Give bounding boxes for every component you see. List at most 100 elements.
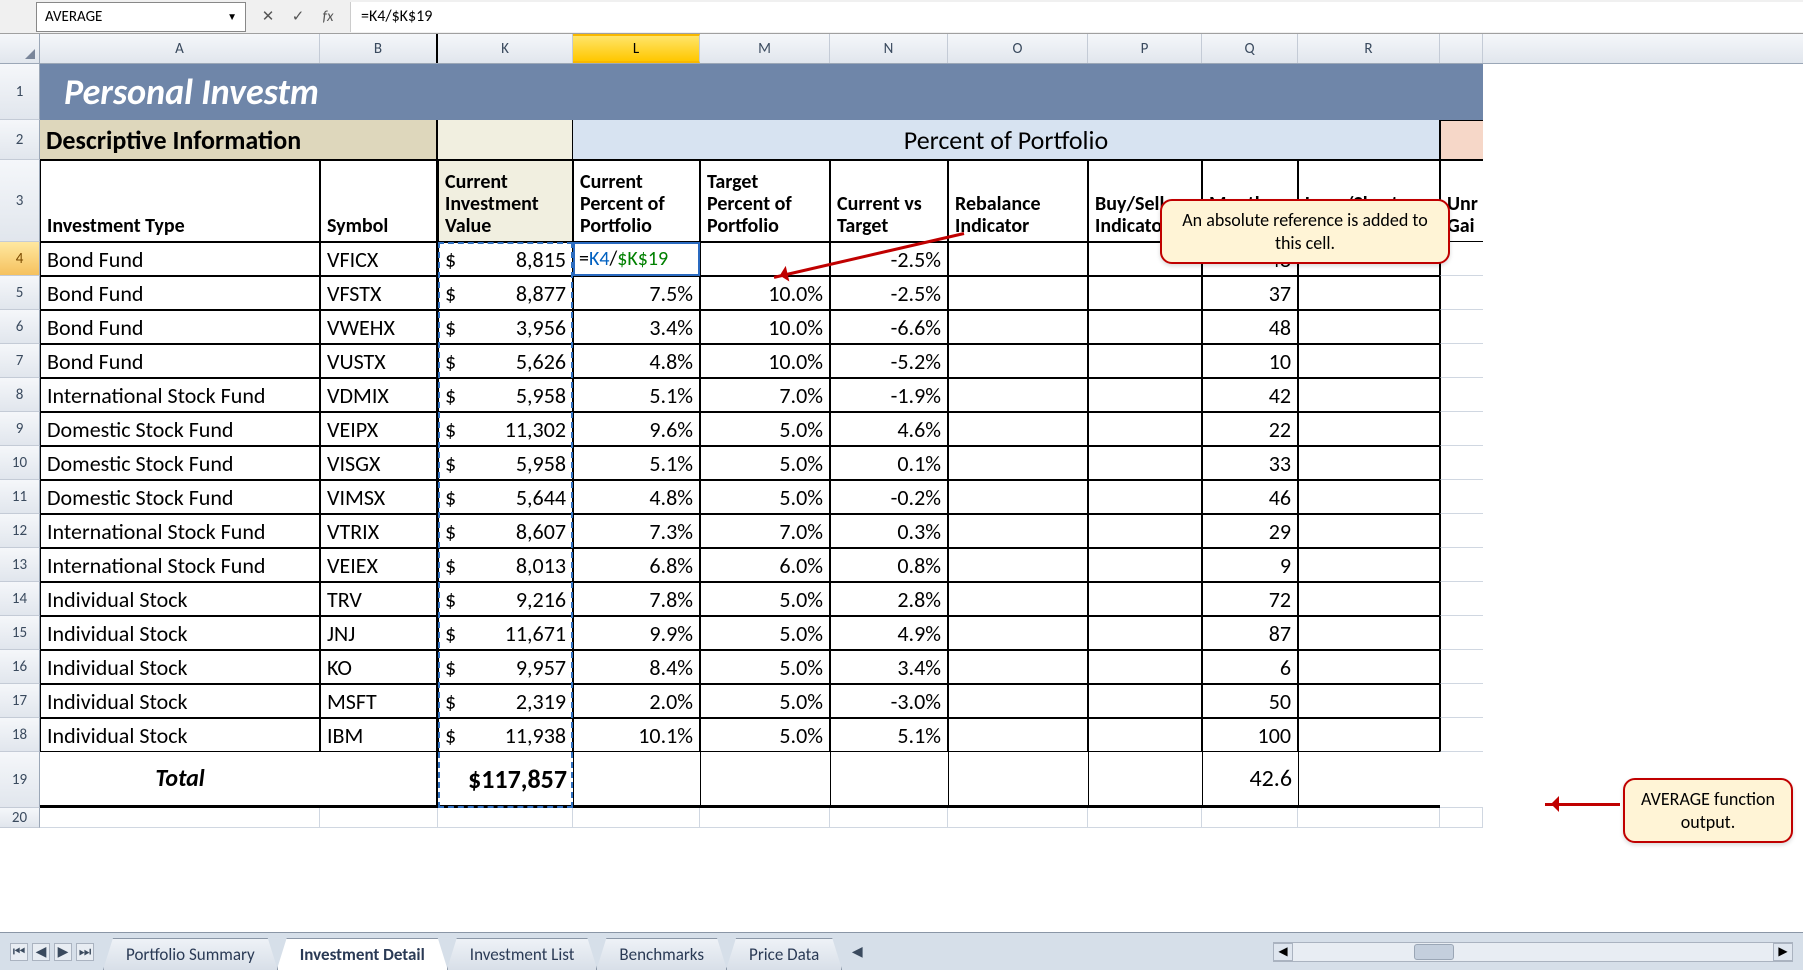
- cell-M15[interactable]: 5.0%: [700, 616, 830, 650]
- cell-N11[interactable]: -0.2%: [830, 480, 948, 514]
- name-box[interactable]: AVERAGE ▼: [36, 2, 246, 32]
- cell-S14[interactable]: [1440, 582, 1483, 616]
- cell-M6[interactable]: 10.0%: [700, 310, 830, 344]
- cell-A13[interactable]: International Stock Fund: [40, 548, 320, 582]
- cell-P17[interactable]: [1088, 684, 1202, 718]
- cell-K16[interactable]: $9,957: [438, 650, 573, 684]
- cell-R17[interactable]: [1298, 684, 1440, 718]
- cell-Q20[interactable]: [1202, 808, 1298, 828]
- row-header-12[interactable]: 12: [0, 514, 40, 548]
- sheet-tab[interactable]: Benchmarks: [596, 938, 727, 970]
- row-header-20[interactable]: 20: [0, 808, 40, 828]
- cell-S5[interactable]: [1440, 276, 1483, 310]
- cell-P1[interactable]: [1088, 64, 1202, 120]
- cell-P8[interactable]: [1088, 378, 1202, 412]
- cell-A12[interactable]: International Stock Fund: [40, 514, 320, 548]
- formula-input[interactable]: =K4/$K$19: [350, 2, 1803, 32]
- tab-scroll-right-icon[interactable]: ◀: [848, 943, 866, 961]
- cell-L18[interactable]: 10.1%: [573, 718, 700, 752]
- cell-K8[interactable]: $5,958: [438, 378, 573, 412]
- cell-Q14[interactable]: 72: [1202, 582, 1298, 616]
- cell-L5[interactable]: 7.5%: [573, 276, 700, 310]
- cell-A8[interactable]: International Stock Fund: [40, 378, 320, 412]
- cell-O4[interactable]: [948, 242, 1088, 276]
- cell-B16[interactable]: KO: [320, 650, 438, 684]
- cell-S19[interactable]: [1440, 752, 1483, 808]
- cell-Q5[interactable]: 37: [1202, 276, 1298, 310]
- cell-A11[interactable]: Domestic Stock Fund: [40, 480, 320, 514]
- row-header-2[interactable]: 2: [0, 120, 40, 160]
- cell-O6[interactable]: [948, 310, 1088, 344]
- cell-B10[interactable]: VISGX: [320, 446, 438, 480]
- cell-L15[interactable]: 9.9%: [573, 616, 700, 650]
- cell-B9[interactable]: VEIPX: [320, 412, 438, 446]
- cell-Q13[interactable]: 9: [1202, 548, 1298, 582]
- cell-K12[interactable]: $8,607: [438, 514, 573, 548]
- cell-K18[interactable]: $11,938: [438, 718, 573, 752]
- cell-B7[interactable]: VUSTX: [320, 344, 438, 378]
- cell-O1[interactable]: [948, 64, 1088, 120]
- sheet-tab[interactable]: Price Data: [726, 938, 842, 970]
- cell-S13[interactable]: [1440, 548, 1483, 582]
- cell-P11[interactable]: [1088, 480, 1202, 514]
- row-header-13[interactable]: 13: [0, 548, 40, 582]
- cell-N19[interactable]: [830, 752, 948, 808]
- row-header-11[interactable]: 11: [0, 480, 40, 514]
- cell-B15[interactable]: JNJ: [320, 616, 438, 650]
- cell-A9[interactable]: Domestic Stock Fund: [40, 412, 320, 446]
- cell-P10[interactable]: [1088, 446, 1202, 480]
- cell-O13[interactable]: [948, 548, 1088, 582]
- cell-O7[interactable]: [948, 344, 1088, 378]
- cell-B19[interactable]: [320, 752, 438, 808]
- cell-L20[interactable]: [573, 808, 700, 828]
- row-header-5[interactable]: 5: [0, 276, 40, 310]
- cell-P18[interactable]: [1088, 718, 1202, 752]
- cell-R9[interactable]: [1298, 412, 1440, 446]
- cell-L1[interactable]: [573, 64, 700, 120]
- cell-B13[interactable]: VEIEX: [320, 548, 438, 582]
- cell-A4[interactable]: Bond Fund: [40, 242, 320, 276]
- cell-L17[interactable]: 2.0%: [573, 684, 700, 718]
- col-header-A[interactable]: A: [40, 34, 320, 63]
- sheet-tab[interactable]: Investment Detail: [277, 938, 448, 970]
- cell-M7[interactable]: 10.0%: [700, 344, 830, 378]
- cell-S20[interactable]: [1440, 808, 1483, 828]
- cell-Q7[interactable]: 10: [1202, 344, 1298, 378]
- cancel-icon[interactable]: ✕: [258, 7, 278, 26]
- tab-first-icon[interactable]: ⏮: [10, 943, 28, 961]
- cell-O18[interactable]: [948, 718, 1088, 752]
- row-header-3[interactable]: 3: [0, 160, 40, 242]
- cell-B18[interactable]: IBM: [320, 718, 438, 752]
- cell-O15[interactable]: [948, 616, 1088, 650]
- cell-Q15[interactable]: 87: [1202, 616, 1298, 650]
- cell-N8[interactable]: -1.9%: [830, 378, 948, 412]
- cell-R15[interactable]: [1298, 616, 1440, 650]
- cell-Q10[interactable]: 33: [1202, 446, 1298, 480]
- cell-A14[interactable]: Individual Stock: [40, 582, 320, 616]
- row-header-10[interactable]: 10: [0, 446, 40, 480]
- cell-K15[interactable]: $11,671: [438, 616, 573, 650]
- tab-next-icon[interactable]: ▶: [54, 943, 72, 961]
- cell-N1[interactable]: [830, 64, 948, 120]
- cell-K11[interactable]: $5,644: [438, 480, 573, 514]
- cell-Q17[interactable]: 50: [1202, 684, 1298, 718]
- col-header-O[interactable]: O: [948, 34, 1088, 63]
- col-header-R[interactable]: R: [1298, 34, 1440, 63]
- cell-S16[interactable]: [1440, 650, 1483, 684]
- cell-R7[interactable]: [1298, 344, 1440, 378]
- cell-L4[interactable]: =K4/$K$19: [573, 242, 700, 276]
- cell-S17[interactable]: [1440, 684, 1483, 718]
- cell-Q16[interactable]: 6: [1202, 650, 1298, 684]
- cell-O10[interactable]: [948, 446, 1088, 480]
- cell-M16[interactable]: 5.0%: [700, 650, 830, 684]
- cell-M18[interactable]: 5.0%: [700, 718, 830, 752]
- row-header-15[interactable]: 15: [0, 616, 40, 650]
- cell-P13[interactable]: [1088, 548, 1202, 582]
- cell-P19[interactable]: [1088, 752, 1202, 808]
- row-header-1[interactable]: 1: [0, 64, 40, 120]
- cell-K6[interactable]: $3,956: [438, 310, 573, 344]
- cell-N14[interactable]: 2.8%: [830, 582, 948, 616]
- cell-K13[interactable]: $8,013: [438, 548, 573, 582]
- cell-A10[interactable]: Domestic Stock Fund: [40, 446, 320, 480]
- cell-Q11[interactable]: 46: [1202, 480, 1298, 514]
